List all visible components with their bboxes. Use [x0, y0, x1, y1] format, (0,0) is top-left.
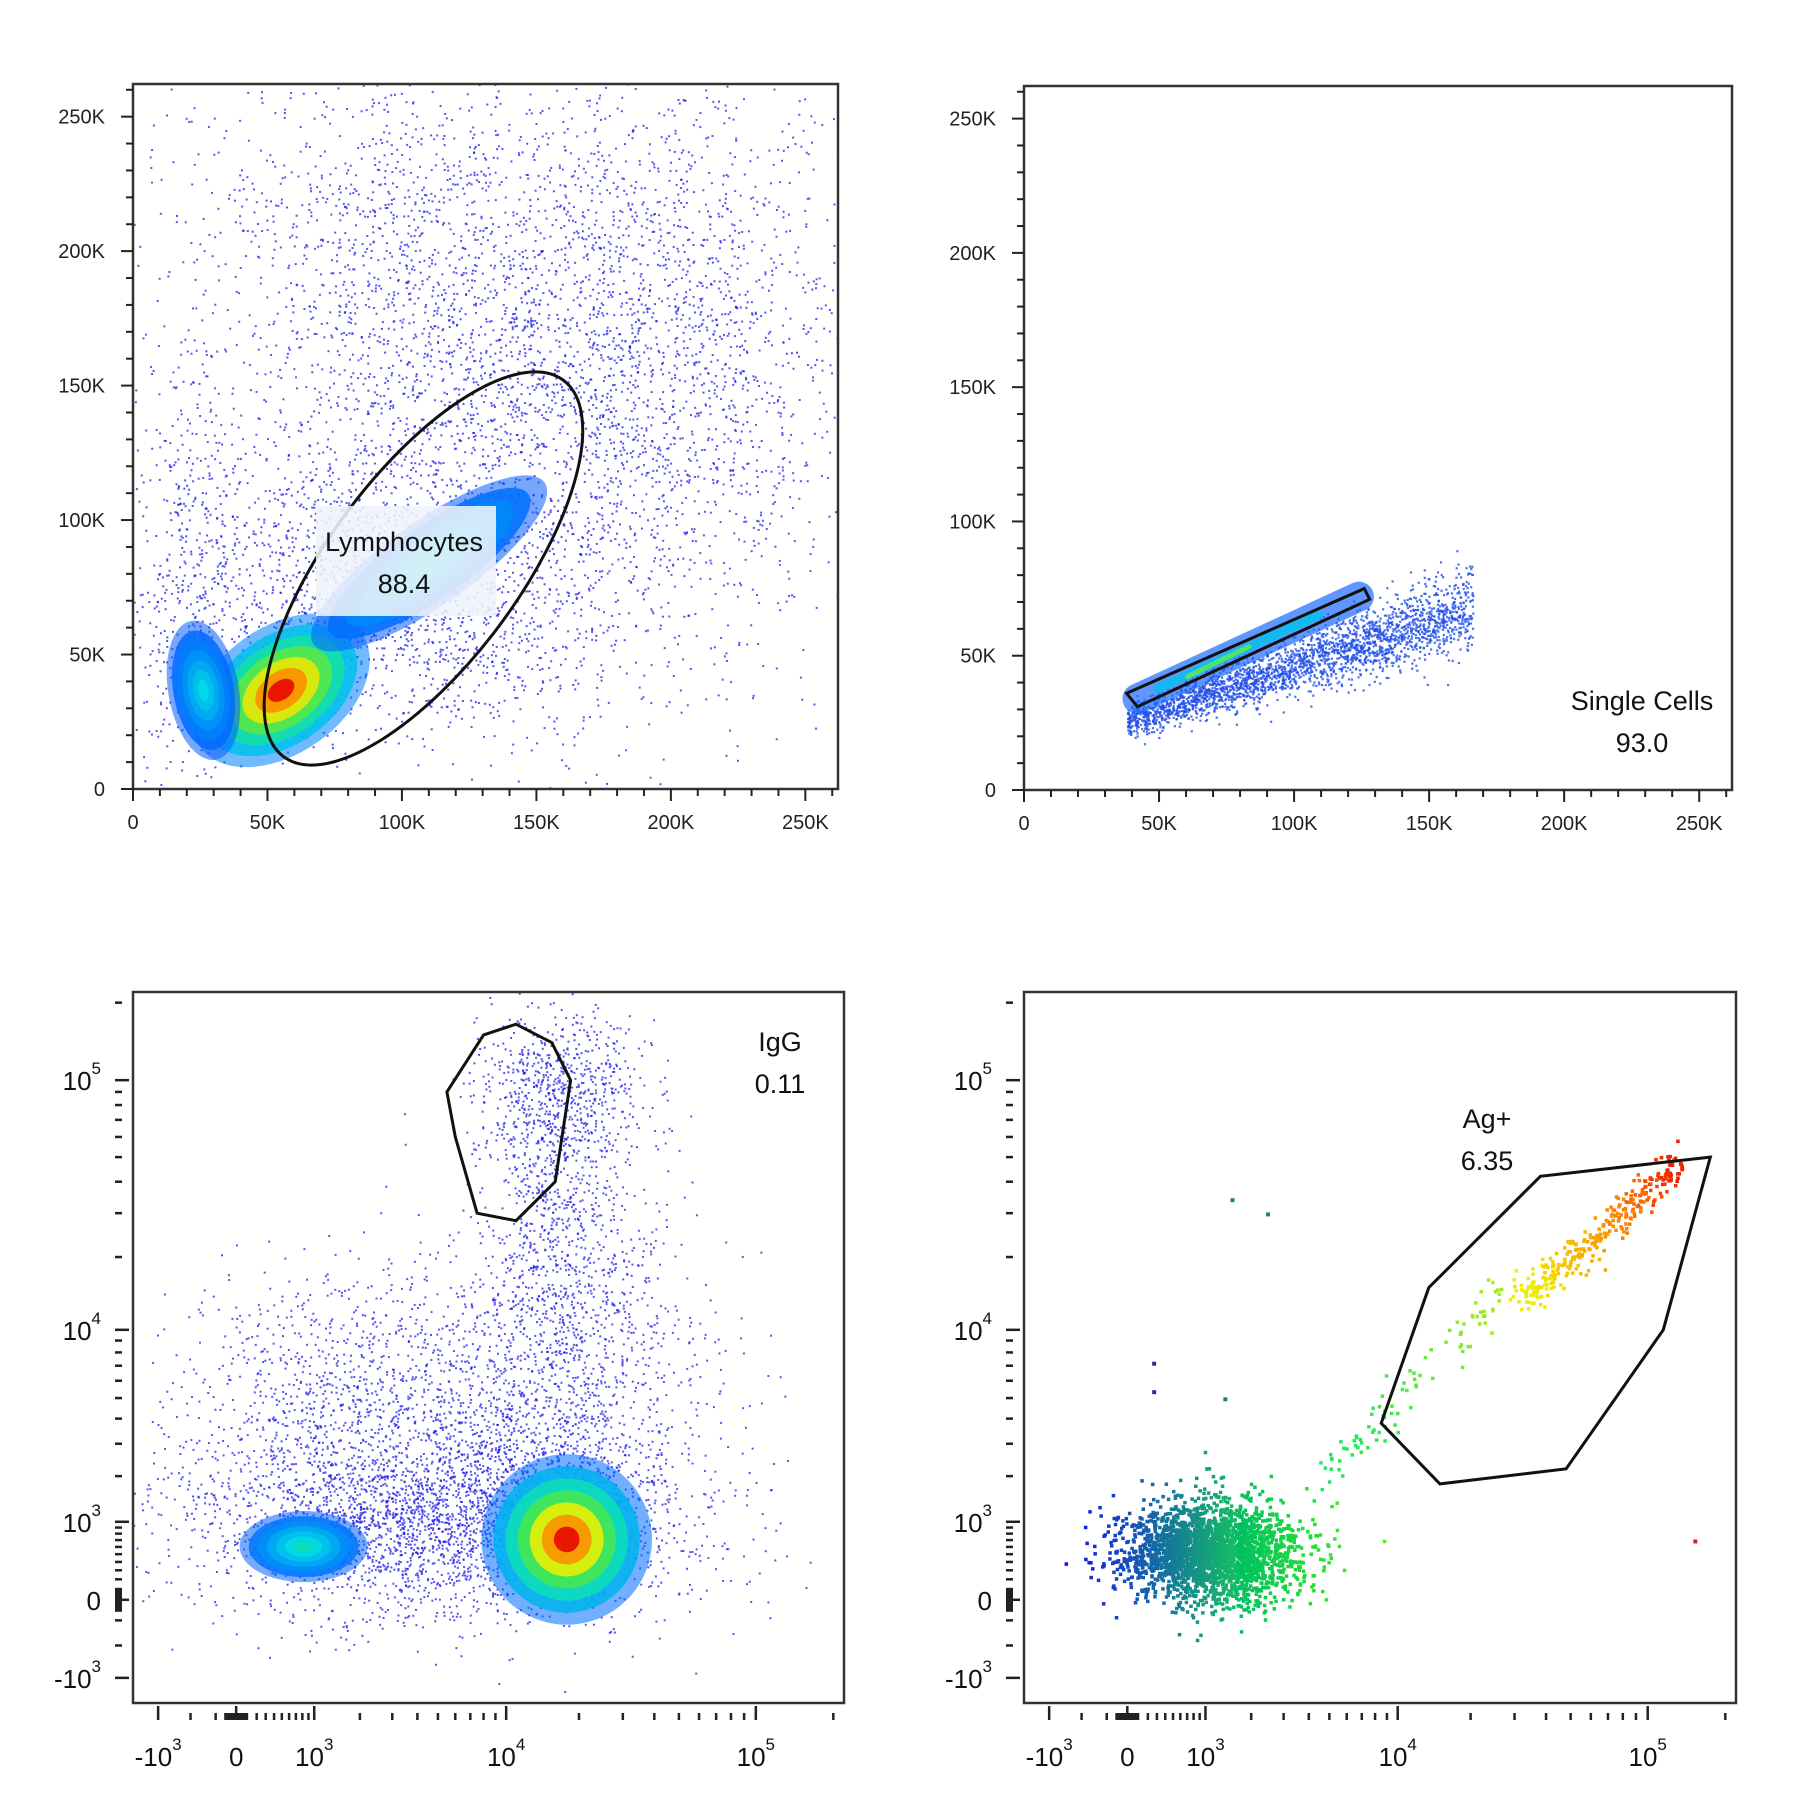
- plot-frame: [1022, 990, 1738, 1705]
- y-tick-label: 150K: [58, 376, 105, 398]
- gate-value: 6.35: [1461, 1146, 1514, 1176]
- gate-label-box: [316, 506, 496, 616]
- x-tick-label: 150K: [1406, 813, 1453, 835]
- x-tick-label: -103: [135, 1735, 182, 1772]
- axes: -103 0 103 104 105 -103 0 103 104 105: [54, 1001, 835, 1772]
- y-tick-label: 250K: [58, 107, 105, 129]
- y-tick-label: 50K: [69, 645, 105, 667]
- gate-label: Ag+ 6.35: [1461, 1104, 1514, 1176]
- panel-single-cells-gate: 0 50K 100K 150K 200K 250K 0 50K 100K 150K 200K 250K…: [949, 84, 1734, 835]
- gate-label: Lymphocytes 88.4: [316, 506, 496, 616]
- x-tick-label: 105: [1629, 1735, 1667, 1772]
- plot-frame: [131, 82, 840, 791]
- plot-frame: [131, 990, 846, 1705]
- event-density: [133, 992, 812, 1703]
- x-tick-label: 150K: [513, 812, 560, 834]
- y-tick-label: 200K: [58, 241, 105, 263]
- x-tick-label: 0: [127, 812, 138, 834]
- gate-label: IgG 0.11: [755, 1027, 806, 1099]
- axes: -103 0 103 104 105 -103 0 103 104 105: [945, 1001, 1727, 1772]
- y-tick-label: 0: [985, 780, 996, 802]
- x-tick-label: 100K: [1271, 813, 1318, 835]
- x-tick-label: 200K: [648, 812, 695, 834]
- gate-name: Single Cells: [1571, 686, 1714, 716]
- x-tick-label: 250K: [782, 812, 829, 834]
- y-tick-label: 103: [954, 1501, 992, 1538]
- y-tick-label: 0: [978, 1586, 992, 1616]
- plot-frame: [1022, 84, 1734, 792]
- y-tick-label: 150K: [949, 377, 996, 399]
- x-tick-label: 103: [295, 1735, 333, 1772]
- gate-label: Single Cells 93.0: [1571, 686, 1714, 758]
- gate-name: Lymphocytes: [325, 527, 483, 557]
- x-tick-label: 250K: [1676, 813, 1723, 835]
- y-tick-label: 105: [63, 1059, 101, 1096]
- x-tick-label: 104: [1379, 1735, 1417, 1772]
- gate-outline[interactable]: [445, 1022, 573, 1223]
- gate[interactable]: [1379, 1155, 1713, 1486]
- y-tick-label: 104: [954, 1309, 992, 1346]
- x-tick-label: 200K: [1541, 813, 1588, 835]
- y-tick-label: 100K: [58, 510, 105, 532]
- gate-outline[interactable]: [1124, 586, 1372, 709]
- x-tick-label: 103: [1186, 1735, 1224, 1772]
- x-tick-label: 0: [1018, 813, 1029, 835]
- event-dots: [1064, 1139, 1698, 1643]
- y-tick-label: 200K: [949, 243, 996, 265]
- x-tick-label: 104: [487, 1735, 525, 1772]
- y-tick-label: 250K: [949, 109, 996, 131]
- x-tick-label: 105: [737, 1735, 775, 1772]
- gate-value: 0.11: [755, 1069, 806, 1099]
- x-tick-label: -103: [1026, 1735, 1073, 1772]
- gate-outline[interactable]: [1379, 1155, 1713, 1486]
- x-tick-label: 50K: [1141, 813, 1177, 835]
- gate-value: 88.4: [378, 569, 431, 599]
- panel-ag-positive-gate: -103 0 103 104 105 -103 0 103 104 105 Ag+ 6.35: [945, 990, 1738, 1772]
- gate[interactable]: [445, 1022, 573, 1223]
- x-tick-label: 0: [229, 1742, 243, 1772]
- y-tick-label: -103: [945, 1657, 992, 1694]
- x-tick-label: 50K: [250, 812, 286, 834]
- axes: 0 50K 100K 150K 200K 250K 0 50K 100K 150K 200K 250K: [58, 88, 834, 834]
- y-tick-label: 50K: [960, 646, 996, 668]
- y-tick-label: 105: [954, 1059, 992, 1096]
- y-tick-label: 104: [63, 1309, 101, 1346]
- y-tick-label: -103: [54, 1657, 101, 1694]
- event-density: [1122, 550, 1475, 746]
- y-tick-label: 100K: [949, 511, 996, 533]
- x-tick-label: 100K: [379, 812, 426, 834]
- x-tick-label: 0: [1120, 1742, 1134, 1772]
- gate[interactable]: [1124, 586, 1372, 709]
- y-tick-label: 103: [63, 1501, 101, 1538]
- panel-lymphocyte-gate: 0 50K 100K 150K 200K 250K 0 50K 100K 150K 200K 250K…: [58, 82, 840, 834]
- gate-name: IgG: [758, 1027, 802, 1057]
- axes: 0 50K 100K 150K 200K 250K 0 50K 100K 150K 200K 250K: [949, 90, 1728, 835]
- y-tick-label: 0: [87, 1586, 101, 1616]
- gate-name: Ag+: [1463, 1104, 1512, 1134]
- y-tick-label: 0: [94, 779, 105, 801]
- gate-value: 93.0: [1616, 728, 1669, 758]
- panel-igg-gate: -103 0 103 104 105 -103 0 103 104 105 IgG 0.11: [54, 990, 846, 1772]
